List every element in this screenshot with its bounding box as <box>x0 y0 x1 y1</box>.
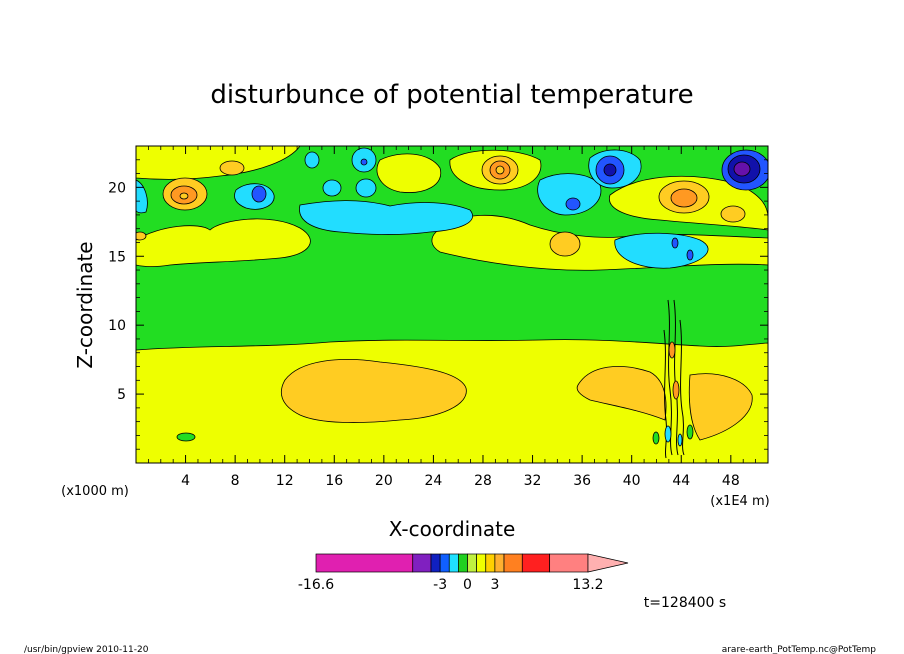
blue-core-5 <box>671 237 679 249</box>
colorbar-segment <box>476 553 487 573</box>
warm-upper-7 <box>136 231 147 241</box>
warm-upper-1-dot <box>179 192 189 200</box>
time-label: t=128400 s <box>644 595 726 611</box>
x-tick-label: 36 <box>573 473 591 489</box>
cyan-region-d <box>614 232 709 269</box>
cyan-cell-3 <box>322 179 342 197</box>
top-yellow-mid <box>376 153 442 193</box>
y-axis: 5 10 15 20 <box>108 159 768 450</box>
colorbar-segment <box>458 553 468 573</box>
footer-right: arare-earth_PotTemp.nc@PotTemp <box>722 645 877 654</box>
colorbar-tick-label: 0 <box>463 577 472 593</box>
x-tick-label: 8 <box>231 473 240 489</box>
colorbar-tick-label: -16.6 <box>298 577 334 593</box>
x-tick-label: 24 <box>424 473 442 489</box>
colorbar-segment <box>467 553 477 573</box>
x-tick-label: 20 <box>375 473 393 489</box>
colorbar-segment <box>503 553 523 573</box>
warm-blob-right-a <box>576 366 667 421</box>
colorbar-tick-label: 3 <box>490 577 499 593</box>
chart-title: disturbunce of potential temperature <box>210 80 693 110</box>
x-tick-label: 44 <box>672 473 690 489</box>
cyan-region-a <box>299 200 473 236</box>
warm-upper-3-dot <box>495 165 505 175</box>
blue-core-1 <box>251 185 267 203</box>
warm-blob-right-b <box>688 373 753 441</box>
warm-blob-center <box>280 359 467 423</box>
cyan-cell-1 <box>304 151 320 169</box>
cyan-cell-4 <box>355 178 377 198</box>
plot-frame <box>135 145 769 464</box>
colorbar-segment <box>439 553 450 573</box>
y-axis-title: Z-coordinate <box>73 241 97 368</box>
colorbar-segment <box>430 553 441 573</box>
blue-core-6 <box>686 249 694 261</box>
y-tick-label: 10 <box>108 318 126 334</box>
blue-core-3 <box>565 197 581 211</box>
x-tick-label: 16 <box>325 473 343 489</box>
footer-left: /usr/bin/gpview 2010-11-20 <box>24 645 149 654</box>
top-yellow-left <box>136 146 301 180</box>
y-tick-label: 5 <box>117 387 126 403</box>
x-unit-left: (x1000 m) <box>61 484 129 499</box>
x-tick-label: 48 <box>722 473 740 489</box>
x-tick-label: 28 <box>474 473 492 489</box>
x-tick-label: 4 <box>181 473 190 489</box>
blue-core-2 <box>360 158 368 166</box>
upper-yellow-left <box>136 218 311 267</box>
y-tick-label: 15 <box>108 249 126 265</box>
colorbar-extend-arrow <box>587 553 629 573</box>
blue-core-4-inner <box>603 163 617 177</box>
colorbar-segment <box>485 553 496 573</box>
deep-cold-core <box>733 161 751 177</box>
colorbar-segment <box>521 553 551 573</box>
x-tick-label: 12 <box>276 473 294 489</box>
colorbar <box>315 553 629 573</box>
x-tick-label: 32 <box>524 473 542 489</box>
colorbar-segment <box>494 553 505 573</box>
y-tick-label: 20 <box>108 180 126 196</box>
cyan-region-b <box>537 173 602 216</box>
small-cell <box>176 432 196 442</box>
colorbar-tick-label: 13.2 <box>572 577 603 593</box>
x-tick-label: 40 <box>623 473 641 489</box>
convective-plume <box>652 299 694 459</box>
x-axis: 4 8 12 16 20 24 28 32 36 40 44 48 <box>147 146 757 489</box>
x-unit-right: (x1E4 m) <box>710 494 769 509</box>
colorbar-segment <box>448 553 459 573</box>
warm-upper-5-core <box>670 188 698 208</box>
colorbar-tick-label: -3 <box>433 577 447 593</box>
warm-upper-2 <box>219 160 245 176</box>
warm-upper-6 <box>720 205 746 223</box>
colorbar-segment <box>549 553 589 573</box>
contour-field <box>136 146 768 463</box>
colorbar-labels: -16.6 -3 0 3 13.2 <box>298 577 604 593</box>
warm-upper-4 <box>549 231 581 257</box>
colorbar-segment <box>412 553 432 573</box>
colorbar-segment <box>315 553 414 573</box>
x-axis-title: X-coordinate <box>389 517 516 541</box>
